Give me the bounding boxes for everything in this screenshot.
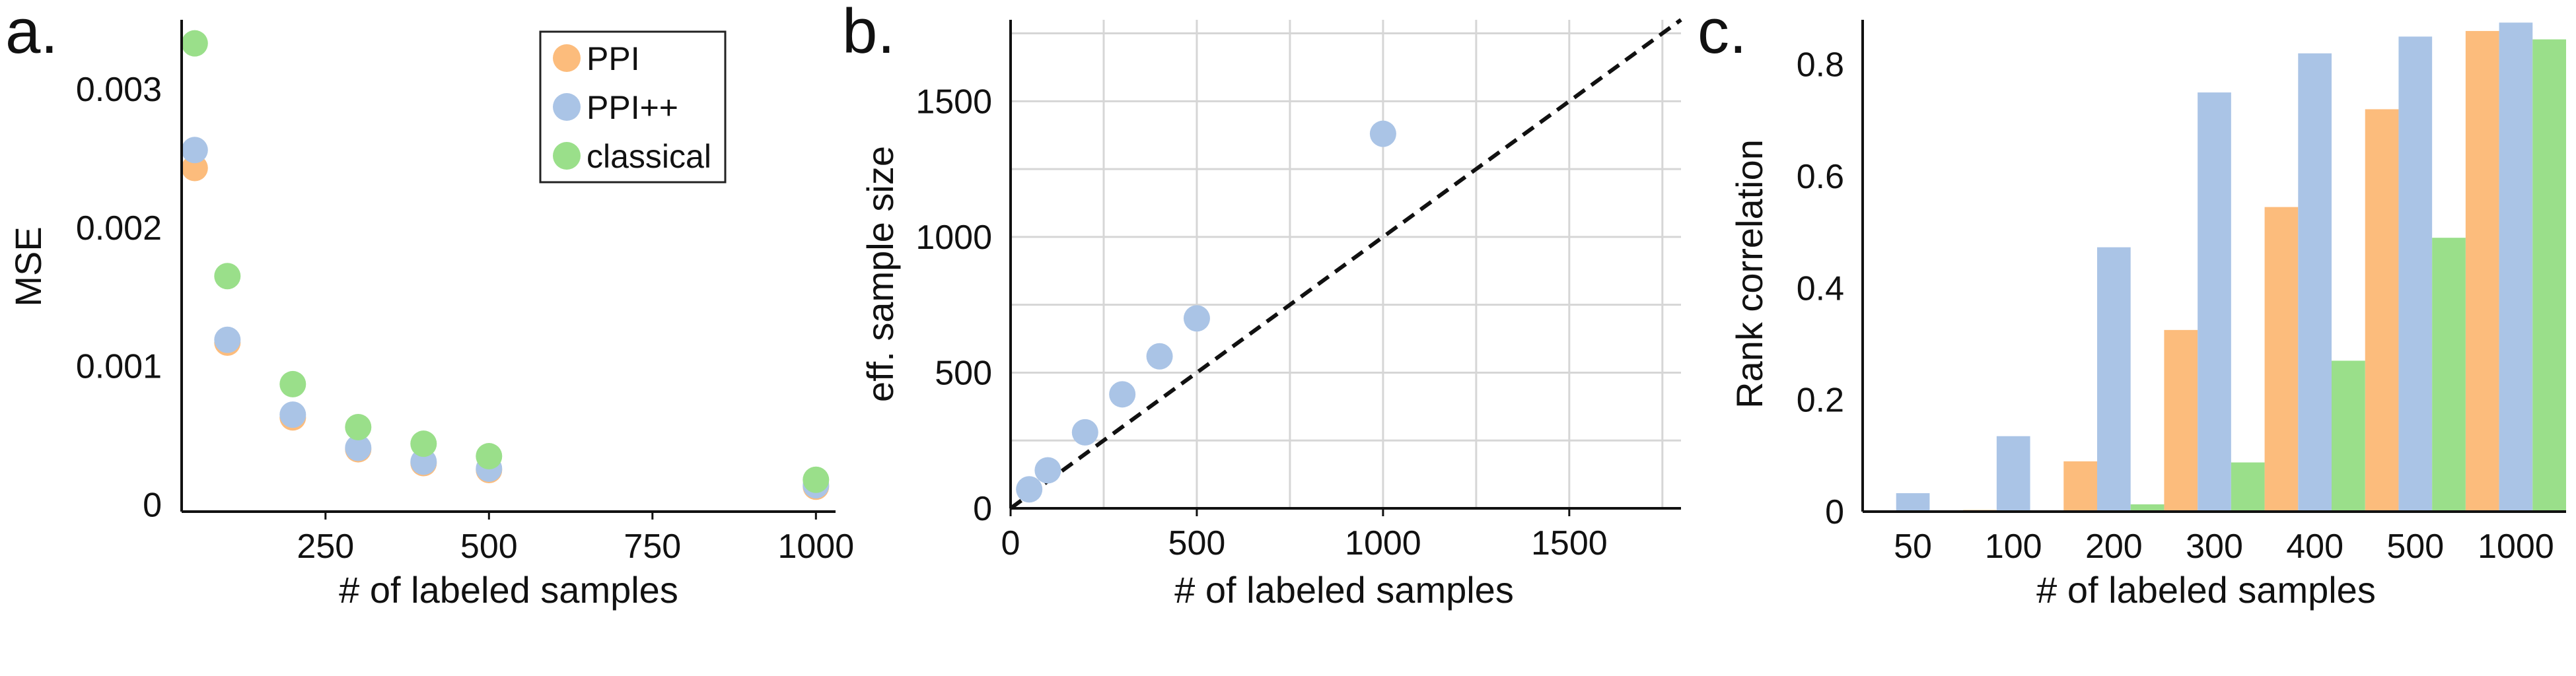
panel-b-x-tick-label: 1500 [1531,524,1608,562]
panel-b-x-tick-label: 500 [1168,524,1226,562]
panel-b-x-tick-label: 0 [1001,524,1020,562]
panel-b-point-ppi-plus-plus [1183,305,1210,332]
panel-c-bar-ppi-plus-plus-100 [1996,436,2030,512]
panel-b-reference-line [1009,18,1682,510]
panel-c-marks [1896,22,2566,512]
panel-a-point-classical [345,413,372,440]
panel-c-x-tick-label: 400 [2286,527,2343,566]
panel-b-point-ppi-plus-plus [1016,476,1043,503]
panel-b-letter: b. [842,0,895,67]
panel-a-letter: a. [5,0,58,67]
panel-c-x-tick-label: 200 [2085,527,2143,566]
panel-a-y-tick-label: 0.001 [76,348,162,386]
panel-c-bar-ppi-plus-plus-500 [2398,36,2433,512]
legend-label-classical: classical [587,138,711,175]
panel-b-y-tick-label: 1000 [915,219,992,257]
panel-c-x-tick-label: 1000 [2478,527,2554,566]
panel-b-x-label: # of labeled samples [1174,569,1514,611]
panel-c-x-tick-label: 300 [2186,527,2243,566]
legend-marker-classical [553,142,581,170]
panel-a-point-classical [279,370,306,397]
panel-c-x-tick-label: 100 [1985,527,2042,566]
panel-b-y-tick-label: 0 [973,490,992,528]
legend-marker-ppi [553,44,581,72]
panel-b-ticks: 0 500 1000 1500 0 500 1000 1500 [915,83,1607,562]
panel-c-bar-ppi-400 [2264,207,2299,512]
panel-a-ticks: 250 500 750 1000 0 0.001 0.002 0.003 [76,71,854,566]
panel-b-x-tick-label: 1000 [1345,524,1421,562]
panel-b-point-ppi-plus-plus [1146,343,1173,370]
panel-c-bar-ppi-plus-plus-400 [2298,53,2332,512]
panel-b-y-label: eff. sample size [859,146,901,402]
panel-a-x-tick-label: 1000 [777,527,854,566]
panel-a-point-ppi-plus-plus [279,401,306,428]
panel-a-y-label: MSE [7,226,49,306]
panel-b-identity-dashed-line [1009,18,1682,510]
panel-a-x-tick-label: 750 [624,527,681,566]
panel-b-y-tick-label: 500 [935,354,992,392]
panel-a-x-tick-label: 250 [297,527,354,566]
panel-b-point-ppi-plus-plus [1109,381,1136,408]
panel-c-y-label: Rank correlation [1729,139,1770,409]
panel-c-y-tick-label: 0.8 [1797,46,1844,84]
panel-a-point-ppi-plus-plus [181,137,208,164]
panel-b-point-ppi-plus-plus [1369,120,1396,147]
panel-a-marks [181,30,830,500]
panel-c-bar-classical-300 [2231,462,2265,512]
panel-c-bar-classical-1000 [2532,39,2566,512]
panel-b-grid [1011,20,1681,508]
panel-a-mse-chart: a. 250 500 750 1000 0 0.001 0.002 0.003 # of la… [5,0,854,611]
legend-label-ppi: PPI [587,40,640,77]
panel-a-legend: PPI PPI++ classical [539,30,727,184]
panel-c-x-tick-label: 50 [1894,527,1932,566]
panel-a-point-classical [476,443,503,470]
panel-a-y-tick-label: 0.002 [76,209,162,248]
panel-a-point-ppi-plus-plus [345,434,372,461]
panel-b-effective-sample-size-chart: b. 0 500 1000 1500 0 500 1000 1500 # of labeled… [842,0,1682,611]
panel-c-bar-classical-400 [2332,360,2365,512]
legend-marker-ppi-plus-plus [553,93,581,121]
panel-a-x-tick-label: 500 [460,527,518,566]
panel-c-bar-ppi-plus-plus-1000 [2499,22,2533,512]
panel-a-x-label: # of labeled samples [339,569,678,611]
panel-c-y-tick-label: 0.4 [1797,269,1844,308]
panel-b-point-ppi-plus-plus [1034,457,1061,484]
panel-a-point-classical [410,430,437,457]
panel-a-point-classical [214,263,241,290]
panel-c-bar-ppi-300 [2164,329,2198,512]
panel-a-y-tick-label: 0 [143,487,162,525]
panel-c-bar-ppi-plus-plus-300 [2198,92,2231,512]
panel-c-bar-ppi-1000 [2465,30,2499,512]
panel-c-bar-ppi-plus-plus-200 [2097,247,2131,512]
panel-c-y-tick-label: 0.6 [1797,158,1844,196]
panel-c-bar-classical-500 [2432,238,2466,512]
panel-c-bar-ppi-200 [2063,461,2097,512]
panel-c-x-label: # of labeled samples [2036,569,2376,611]
panel-a-y-tick-label: 0.003 [76,71,162,109]
legend-label-ppi-plus-plus: PPI++ [587,89,678,126]
panel-c-rank-correlation-chart: c. 50 100 200 300 400 500 1000 0 0.2 0.4 0.6 0.8 # … [1698,0,2566,611]
panel-a-point-ppi-plus-plus [214,326,241,353]
panel-a-point-classical [803,466,830,493]
panel-c-y-tick-label: 0 [1825,493,1844,531]
panel-c-letter: c. [1698,0,1747,67]
panel-b-marks [1016,120,1396,503]
panel-b-point-ppi-plus-plus [1071,419,1098,446]
panel-b-y-tick-label: 1500 [915,83,992,121]
panel-c-bar-ppi-500 [2365,109,2399,512]
panel-c-ticks: 50 100 200 300 400 500 1000 0 0.2 0.4 0.6 0.8 [1797,46,2554,566]
panel-c-bar-classical-200 [2130,504,2165,512]
panel-c-y-tick-label: 0.2 [1797,382,1844,420]
panel-a-point-classical [181,30,208,57]
panel-c-bar-ppi-plus-plus-50 [1896,493,1930,512]
panel-c-x-tick-label: 500 [2386,527,2444,566]
